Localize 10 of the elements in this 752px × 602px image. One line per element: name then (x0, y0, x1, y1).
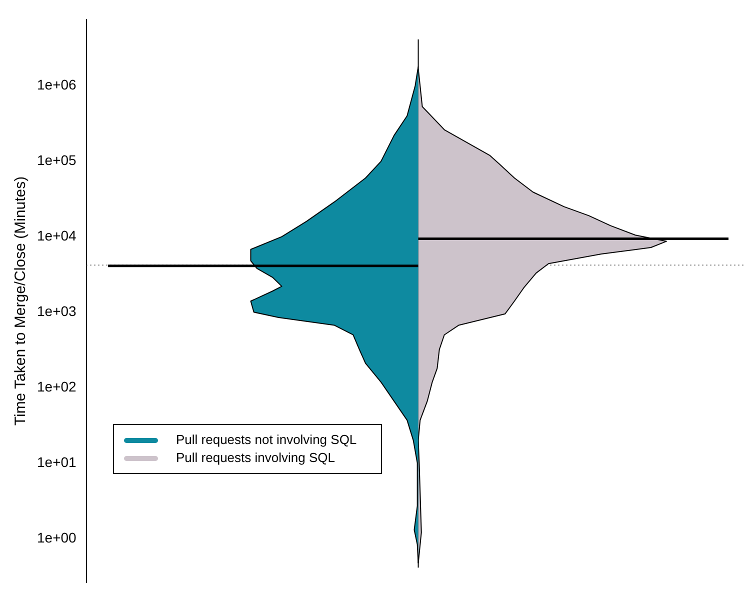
y-axis-title: Time Taken to Merge/Close (Minutes) (12, 176, 30, 426)
y-tick-label: 1e+05 (36, 152, 77, 168)
y-tick-label: 1e+00 (36, 529, 77, 546)
legend-label: Pull requests involving SQL (176, 449, 335, 467)
y-tick-label: 1e+02 (36, 378, 77, 394)
y-tick-label: 1e+06 (36, 76, 77, 93)
y-tick-label: 1e+04 (36, 228, 77, 244)
legend-label: Pull requests not involving SQL (176, 431, 357, 449)
y-tick-label: 1e+01 (36, 454, 77, 470)
y-tick-label: 1e+03 (36, 303, 77, 320)
